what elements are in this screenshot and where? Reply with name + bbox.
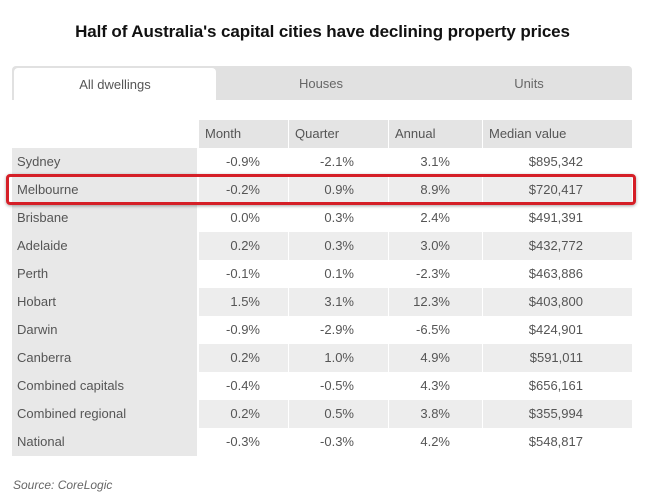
row-name: Hobart bbox=[12, 288, 197, 316]
row-annual: 3.0% bbox=[389, 232, 482, 260]
row-quarter: -2.1% bbox=[320, 154, 354, 169]
row-annual: 3.1% bbox=[420, 154, 450, 169]
column-header-median-value: Median value bbox=[483, 120, 632, 148]
row-median-value: $432,772 bbox=[483, 232, 632, 260]
row-median-value: $463,886 bbox=[528, 266, 583, 281]
row-name: Darwin bbox=[12, 316, 197, 344]
table-row: Combined regional 0.2% 0.5% 3.8% $355,994 bbox=[12, 400, 632, 428]
row-month: 1.5% bbox=[199, 288, 288, 316]
melbourne-highlight-box bbox=[6, 174, 636, 205]
row-month: -0.3% bbox=[226, 434, 260, 449]
row-month: 0.0% bbox=[230, 210, 260, 225]
row-quarter: 0.3% bbox=[289, 232, 388, 260]
header-spacer bbox=[12, 120, 197, 148]
table-row: Canberra 0.2% 1.0% 4.9% $591,011 bbox=[12, 344, 632, 372]
table-row: Combined capitals -0.4% -0.5% 4.3% $656,161 bbox=[12, 372, 632, 400]
row-quarter: 0.5% bbox=[289, 400, 388, 428]
row-name: Combined regional bbox=[12, 400, 197, 428]
row-annual: 4.9% bbox=[389, 344, 482, 372]
row-month: 0.2% bbox=[199, 232, 288, 260]
row-annual: -6.5% bbox=[416, 322, 450, 337]
column-header-month: Month bbox=[199, 120, 288, 148]
row-quarter: -0.5% bbox=[320, 378, 354, 393]
row-month: -0.4% bbox=[226, 378, 260, 393]
table-row: National -0.3% -0.3% 4.2% $548,817 bbox=[12, 428, 632, 456]
row-name: Perth bbox=[12, 260, 197, 288]
row-median-value: $424,901 bbox=[528, 322, 583, 337]
table-header-row: Month Quarter Annual Median value bbox=[12, 120, 632, 148]
tab-all-dwellings[interactable]: All dwellings bbox=[14, 68, 216, 100]
row-name: Brisbane bbox=[12, 204, 197, 232]
row-quarter: 0.3% bbox=[324, 210, 354, 225]
row-annual: 4.2% bbox=[420, 434, 450, 449]
table-row: Darwin -0.9% -2.9% -6.5% $424,901 bbox=[12, 316, 632, 344]
source-note: Source: CoreLogic bbox=[13, 478, 113, 492]
row-median-value: $591,011 bbox=[483, 344, 632, 372]
row-month: -0.1% bbox=[226, 266, 260, 281]
tab-bar: All dwellings Houses Units bbox=[12, 66, 632, 100]
row-median-value: $720,417 bbox=[483, 176, 632, 204]
table-row: Melbourne -0.2% 0.9% 8.9% $720,417 bbox=[12, 176, 632, 204]
row-annual: 3.8% bbox=[389, 400, 482, 428]
row-quarter: -2.9% bbox=[320, 322, 354, 337]
row-annual: 2.4% bbox=[420, 210, 450, 225]
table-row: Adelaide 0.2% 0.3% 3.0% $432,772 bbox=[12, 232, 632, 260]
row-month: 0.2% bbox=[199, 344, 288, 372]
table-row: Perth -0.1% 0.1% -2.3% $463,886 bbox=[12, 260, 632, 288]
row-median-value: $548,817 bbox=[528, 434, 583, 449]
table-row: Brisbane 0.0% 0.3% 2.4% $491,391 bbox=[12, 204, 632, 232]
row-median-value: $403,800 bbox=[483, 288, 632, 316]
row-name: Adelaide bbox=[12, 232, 197, 260]
row-month: -0.9% bbox=[226, 322, 260, 337]
row-name: Combined capitals bbox=[12, 372, 197, 400]
row-name: Canberra bbox=[12, 344, 197, 372]
row-annual: 12.3% bbox=[389, 288, 482, 316]
tab-units[interactable]: Units bbox=[514, 76, 544, 91]
row-name: Melbourne bbox=[12, 176, 197, 204]
tab-houses[interactable]: Houses bbox=[298, 76, 344, 91]
row-month: -0.9% bbox=[226, 154, 260, 169]
row-annual: 4.3% bbox=[420, 378, 450, 393]
row-name: National bbox=[12, 428, 197, 456]
row-quarter: 0.1% bbox=[324, 266, 354, 281]
row-quarter: -0.3% bbox=[320, 434, 354, 449]
chart-title: Half of Australia's capital cities have … bbox=[75, 22, 570, 41]
column-header-annual: Annual bbox=[389, 120, 482, 148]
column-header-quarter: Quarter bbox=[289, 120, 388, 148]
row-name: Sydney bbox=[12, 148, 197, 176]
row-quarter: 1.0% bbox=[289, 344, 388, 372]
row-month: 0.2% bbox=[199, 400, 288, 428]
row-median-value: $656,161 bbox=[528, 378, 583, 393]
row-median-value: $895,342 bbox=[528, 154, 583, 169]
row-median-value: $355,994 bbox=[483, 400, 632, 428]
row-quarter: 0.9% bbox=[289, 176, 388, 204]
row-annual: -2.3% bbox=[416, 266, 450, 281]
row-month: -0.2% bbox=[199, 176, 288, 204]
table-row: Hobart 1.5% 3.1% 12.3% $403,800 bbox=[12, 288, 632, 316]
row-annual: 8.9% bbox=[389, 176, 482, 204]
row-median-value: $491,391 bbox=[528, 210, 583, 225]
row-quarter: 3.1% bbox=[289, 288, 388, 316]
table-row: Sydney -0.9% -2.1% 3.1% $895,342 bbox=[12, 148, 632, 176]
